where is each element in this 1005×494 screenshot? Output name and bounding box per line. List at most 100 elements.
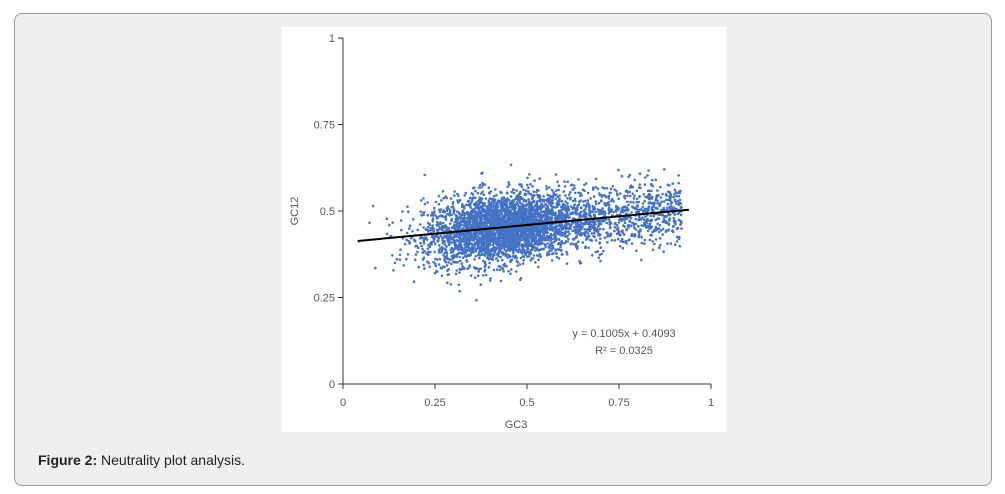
data-point [647, 169, 650, 172]
x-tick-label: 0.5 [519, 397, 534, 409]
data-point [622, 195, 626, 198]
data-point [558, 248, 561, 251]
data-point [472, 237, 476, 241]
data-point [561, 252, 564, 256]
data-point [555, 252, 558, 255]
data-point [661, 192, 664, 196]
data-point [626, 224, 630, 227]
data-point [652, 228, 656, 232]
data-point [573, 203, 576, 206]
data-point [580, 227, 583, 230]
data-point [528, 221, 531, 224]
data-point [579, 216, 582, 219]
data-point [609, 187, 613, 191]
data-point [569, 191, 572, 194]
data-point [399, 219, 403, 222]
data-point [457, 283, 461, 287]
data-point [592, 195, 596, 198]
data-point [471, 196, 474, 200]
data-point [615, 205, 618, 209]
data-point [426, 214, 430, 217]
data-point [656, 222, 659, 226]
data-point [535, 188, 539, 192]
data-point [445, 256, 448, 260]
data-point [635, 200, 638, 204]
data-point [445, 252, 449, 255]
data-point [513, 210, 516, 214]
data-point [515, 240, 519, 243]
data-point [671, 225, 675, 229]
data-point [504, 221, 508, 225]
data-point [564, 200, 567, 203]
data-point [648, 193, 652, 197]
data-point [504, 231, 507, 234]
data-point [651, 240, 654, 243]
data-point [441, 227, 445, 230]
data-point [585, 204, 588, 208]
data-point [533, 215, 536, 218]
data-point [422, 197, 425, 200]
data-point [622, 205, 625, 209]
data-point [597, 222, 601, 226]
data-point [634, 217, 638, 221]
data-point [502, 197, 506, 200]
data-point [579, 194, 582, 198]
data-point [423, 173, 426, 177]
data-point [443, 243, 447, 246]
data-point [491, 210, 494, 213]
chart-svg: 0 0.25 0.5 0.75 1 0 0.25 0.5 0.75 1 GC3 GC12 y =… [289, 33, 714, 431]
data-point [469, 274, 473, 277]
data-point [433, 206, 436, 210]
data-point [482, 259, 485, 263]
data-point [593, 214, 597, 218]
caption-label: Figure 2: [38, 452, 98, 468]
data-point [488, 237, 492, 241]
data-point [441, 221, 445, 225]
data-point [599, 222, 603, 226]
data-point [421, 258, 425, 261]
data-point [444, 225, 448, 229]
data-point [661, 220, 665, 224]
data-point [524, 210, 528, 214]
data-point [520, 185, 524, 188]
data-point [471, 198, 474, 202]
data-point [436, 222, 440, 226]
data-point [453, 190, 456, 193]
data-point [466, 200, 470, 203]
data-point [673, 221, 677, 224]
data-point [408, 227, 411, 230]
data-point [469, 204, 472, 208]
data-point [540, 202, 543, 206]
data-point [534, 227, 537, 231]
data-point [542, 195, 545, 198]
data-point [414, 253, 418, 256]
data-point [617, 228, 620, 232]
data-point [469, 216, 473, 219]
data-point [599, 237, 602, 241]
data-point [513, 205, 516, 208]
data-point [632, 197, 636, 200]
data-point [448, 214, 451, 217]
data-point [501, 208, 504, 212]
data-point [561, 231, 565, 235]
data-point [506, 248, 509, 252]
data-point [485, 205, 489, 208]
data-point [462, 252, 466, 255]
data-point [643, 242, 646, 245]
data-point [429, 250, 432, 254]
data-point [632, 234, 635, 238]
data-point [614, 210, 618, 213]
data-point [470, 201, 473, 204]
data-point [491, 237, 495, 240]
data-point [502, 240, 505, 244]
data-point [406, 253, 410, 256]
data-point [518, 247, 521, 250]
data-point [424, 227, 428, 231]
data-point [510, 258, 514, 261]
data-point [446, 281, 449, 285]
data-point [552, 225, 556, 229]
data-point [478, 183, 482, 187]
data-point [480, 237, 484, 240]
data-point [509, 163, 513, 167]
data-point [531, 196, 535, 199]
